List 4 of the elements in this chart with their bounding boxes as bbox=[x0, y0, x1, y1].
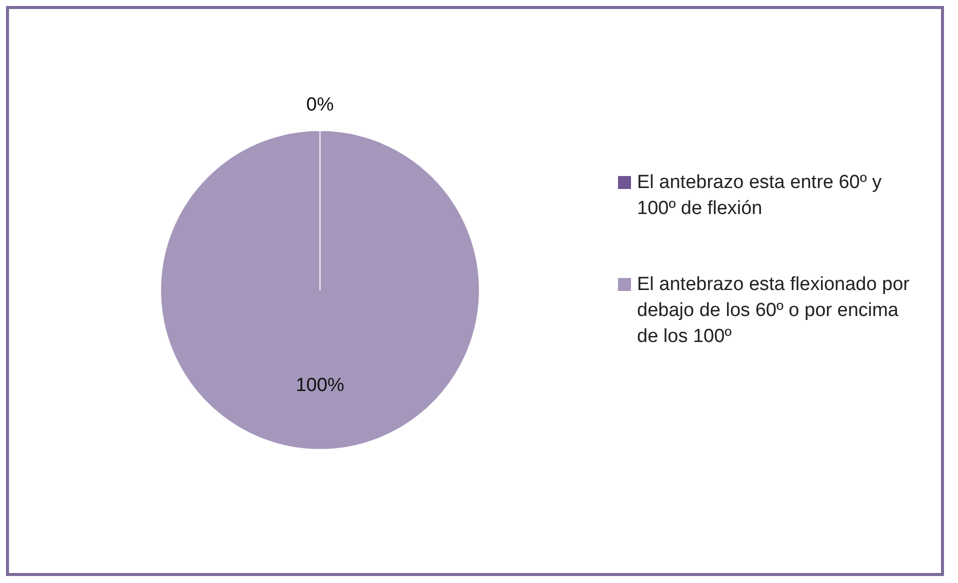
text: 0% bbox=[306, 94, 334, 116]
data-label: 100% bbox=[296, 374, 344, 396]
legend-label: El antebrazo esta flexionado por debajo de los 60º o por encima de los 100º bbox=[637, 273, 911, 349]
legend-label: El antebrazo esta entre 60º y 100º de flexión bbox=[637, 171, 883, 221]
